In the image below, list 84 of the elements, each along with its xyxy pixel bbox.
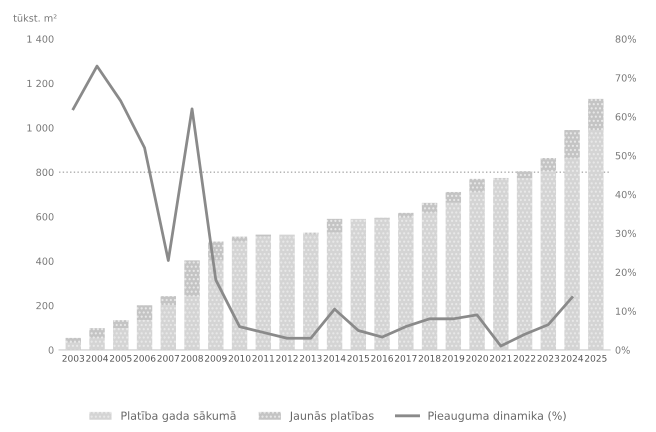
- y2-tick-label: 60%: [616, 113, 636, 120]
- y2-tick-label: 70%: [616, 74, 636, 82]
- bar: [422, 212, 438, 350]
- bar: [446, 202, 462, 350]
- y-tick-label: 1 400: [27, 35, 54, 43]
- y2-tick-label: 50%: [616, 152, 636, 160]
- bar: [516, 171, 532, 178]
- x-tick-label: 2013: [300, 354, 322, 362]
- y-axis-title: tūkst. m²: [13, 14, 57, 22]
- bar: [516, 178, 532, 350]
- x-tick-label: 2016: [371, 354, 393, 362]
- bar: [588, 98, 604, 130]
- x-tick-label: 2007: [157, 354, 180, 362]
- x-tick-label: 2017: [394, 354, 417, 362]
- bar: [113, 328, 129, 350]
- x-tick-label: 2010: [228, 354, 250, 362]
- x-tick-label: 2015: [347, 354, 370, 362]
- bar: [160, 296, 176, 306]
- legend-label: Platība gada sākumā: [122, 411, 236, 422]
- bar: [66, 338, 82, 343]
- y-tick-label: 800: [36, 168, 54, 176]
- line-series: [72, 64, 574, 348]
- bar: [256, 236, 272, 350]
- y2-tick-label: 30%: [616, 230, 636, 238]
- bar: [232, 242, 248, 350]
- bar: [564, 130, 580, 158]
- bar: [208, 260, 224, 350]
- bar: [374, 218, 390, 350]
- x-tick-label: 2006: [134, 354, 156, 362]
- x-tick-label: 2008: [181, 354, 203, 362]
- x-tick-label: 2014: [324, 354, 346, 362]
- x-tick-label: 2004: [86, 354, 108, 362]
- y-tick-label: 400: [36, 258, 54, 265]
- bar: [184, 260, 200, 296]
- x-tick-label: 2003: [62, 354, 84, 362]
- y-tick-label: 1 000: [27, 124, 54, 132]
- bar: [113, 320, 129, 328]
- bar: [350, 218, 366, 350]
- x-tick-label: 2019: [442, 354, 464, 362]
- bar: [184, 296, 200, 350]
- bar: [398, 218, 414, 350]
- legend-label: Pieauguma dinamika (%): [428, 411, 566, 422]
- bar: [540, 158, 556, 172]
- y-tick-label: 600: [36, 213, 54, 220]
- bar: [136, 305, 152, 320]
- bar: [493, 178, 509, 350]
- bar: [160, 305, 176, 350]
- bar: [469, 178, 485, 192]
- y2-tick-label: 10%: [616, 308, 636, 315]
- bar: [232, 236, 248, 242]
- bar: [588, 130, 604, 350]
- x-tick-label: 2011: [252, 354, 274, 362]
- y2-tick-label: 40%: [615, 190, 636, 198]
- bar: [422, 202, 438, 213]
- legend-label: Jaunās platības: [289, 411, 374, 422]
- bar: [136, 320, 152, 350]
- bar: [279, 234, 295, 350]
- bar: [303, 234, 319, 350]
- x-tick-label: 2012: [276, 354, 298, 362]
- bar: [469, 192, 485, 350]
- bar: [326, 232, 342, 350]
- x-tick-label: 2022: [514, 354, 536, 362]
- bar: [540, 171, 556, 350]
- y-tick-label: 0: [48, 346, 54, 354]
- x-tick-label: 2005: [110, 354, 132, 362]
- y2-tick-label: 20%: [616, 268, 636, 276]
- x-tick-label: 2009: [204, 354, 227, 362]
- bar: [66, 342, 82, 350]
- y-tick-label: 1 200: [27, 80, 54, 88]
- x-tick-label: 2018: [418, 354, 440, 362]
- y-tick-label: 200: [36, 302, 54, 310]
- x-tick-label: 2021: [490, 354, 512, 362]
- bar: [398, 212, 414, 218]
- x-tick-label: 2025: [585, 354, 607, 362]
- x-tick-label: 2024: [561, 354, 584, 362]
- bar: [564, 158, 580, 350]
- bar: [326, 218, 342, 233]
- bar: [89, 338, 105, 350]
- x-tick-label: 2020: [466, 354, 488, 362]
- bar: [89, 328, 105, 338]
- bar: [446, 192, 462, 203]
- x-tick-label: 2023: [538, 354, 560, 362]
- y2-tick-label: 0%: [616, 346, 630, 354]
- y2-tick-label: 80%: [616, 35, 636, 43]
